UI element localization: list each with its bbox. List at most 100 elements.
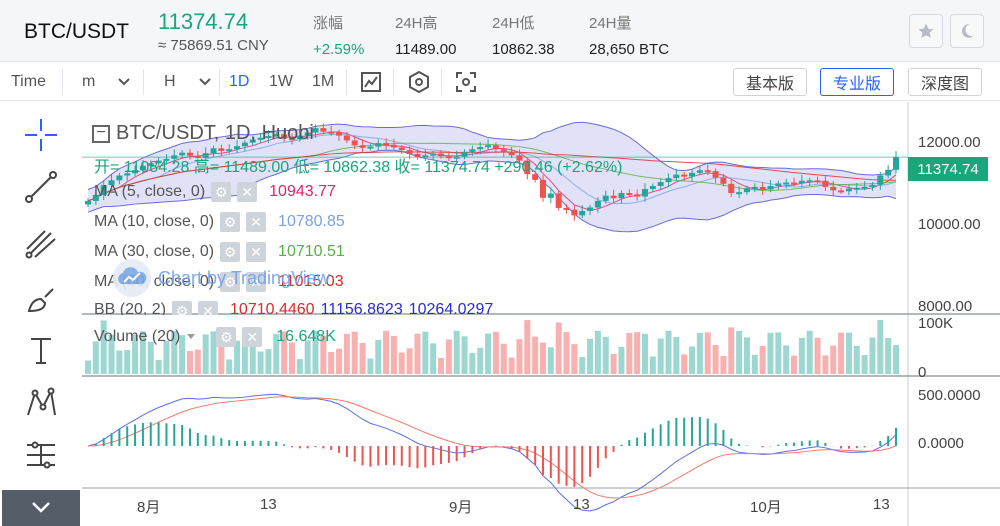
candle-body [383,143,390,146]
stat-change: 涨幅 +2.59% [313,12,364,58]
theme-toggle-button[interactable] [950,14,984,48]
candle-body [492,145,499,150]
chart-type-icon [361,72,381,92]
volume-bar [108,334,115,374]
crosshair-tool[interactable] [14,112,68,158]
screenshot-icon [456,72,476,92]
candle-body [806,180,813,183]
bb-label: BB (20, 2) [94,301,167,315]
volume-bar [351,331,358,374]
ma-close-icon[interactable]: ✕ [246,212,267,232]
bb-close-icon[interactable]: ✕ [198,301,219,315]
volume-bar [296,359,303,374]
toolbar-divider [219,69,220,95]
volume-bar [132,334,139,374]
volume-bar [320,335,327,374]
bb-settings-icon[interactable]: ⚙ [172,301,193,315]
volume-bar [508,357,515,374]
pro-view-button[interactable]: 专业版 [820,68,895,96]
interval-1m[interactable]: 1M [312,73,335,90]
brush-icon [27,288,54,313]
candle-body [798,180,805,184]
volume-settings-icon[interactable]: ⚙ [216,327,237,347]
ma-settings-icon[interactable]: ⚙ [220,212,241,232]
candle-body [234,146,241,150]
ma-close-icon[interactable]: ✕ [246,242,267,262]
candle-body [696,170,703,173]
candle-body [139,165,146,171]
volume-bar [594,330,601,374]
volume-bar [579,357,586,374]
trend-line-tool[interactable] [14,164,68,210]
chevron-down-icon[interactable] [186,333,196,341]
toolbar-divider [143,69,144,95]
candle-body [132,170,139,174]
screenshot-button[interactable] [455,63,477,101]
ma-settings-icon[interactable]: ⚙ [220,242,241,262]
volume-bar [798,337,805,374]
pitchfork-tool[interactable] [14,220,68,266]
brush-tool[interactable] [14,276,68,322]
bb-row: BB (20, 2) ⚙ ✕ 10710.4460 11156.8623 102… [94,301,493,315]
time-button[interactable]: Time [11,73,46,90]
ma-close-icon[interactable]: ✕ [237,182,258,202]
collapse-legend-icon[interactable]: − [92,124,110,143]
text-tool[interactable] [14,328,68,374]
candle-body [124,173,131,176]
candle-body [720,177,727,184]
volume-bar [336,348,343,374]
volume-bar [383,330,390,374]
interval-1d[interactable]: 1D [229,73,250,90]
candle-body [304,132,311,136]
candle-body [281,134,288,139]
favorite-button[interactable] [909,14,943,48]
minute-select[interactable]: m [82,63,131,101]
candle-body [218,148,225,151]
candle-body [783,182,790,185]
time-tick: 13 [573,496,590,513]
volume-bar [171,331,178,374]
more-tools-button[interactable] [2,490,80,526]
candle-body [649,186,656,190]
candle-body [249,139,256,143]
time-tick: 13 [260,496,277,513]
candle-body [328,131,335,134]
stat-volume: 24H量 28,650 BTC [589,12,669,58]
ma-label: MA (30, close, 0) [94,243,215,260]
volume-bar [328,351,335,374]
pattern-tool[interactable] [14,380,68,426]
candle-body [375,143,382,147]
legend-title-row: − BTC/USDT, 1D, Huobi [92,122,314,145]
volume-bar [430,343,437,374]
hour-select[interactable]: H [164,63,212,101]
measure-tool[interactable] [14,432,68,478]
volume-bar [398,352,405,374]
volume-bar [257,351,264,374]
legend-title: BTC/USDT, 1D, Huobi [116,122,314,144]
depth-view-button[interactable]: 深度图 [908,68,983,96]
interval-1w[interactable]: 1W [269,73,293,90]
time-tick: 13 [873,496,890,513]
ma-settings-icon[interactable]: ⚙ [220,272,241,292]
ohlc-row: 开= 11084.28 高= 11489.00 低= 10862.38 收= 1… [94,159,623,176]
time-tick: 10月 [750,499,782,516]
chart-type-button[interactable] [360,63,382,101]
volume-value: 16.648K [276,328,336,345]
price-chart[interactable] [82,102,1000,526]
indicator-settings-button[interactable] [408,63,430,101]
ma-label: MA (5, close, 0) [94,183,206,200]
candle-body [288,138,295,141]
candle-body [822,180,829,187]
basic-view-button[interactable]: 基本版 [733,68,808,96]
minute-select-label: m [82,73,96,90]
volume-bar [869,337,876,374]
ma-settings-icon[interactable]: ⚙ [211,182,232,202]
candle-body [500,149,507,152]
pattern-icon [27,387,56,416]
candle-body [508,151,515,156]
last-price: 11374.74 [158,9,249,34]
volume-close-icon[interactable]: ✕ [242,327,263,347]
volume-bar [155,360,162,374]
ma-close-icon[interactable]: ✕ [246,272,267,292]
candle-body [359,145,366,148]
